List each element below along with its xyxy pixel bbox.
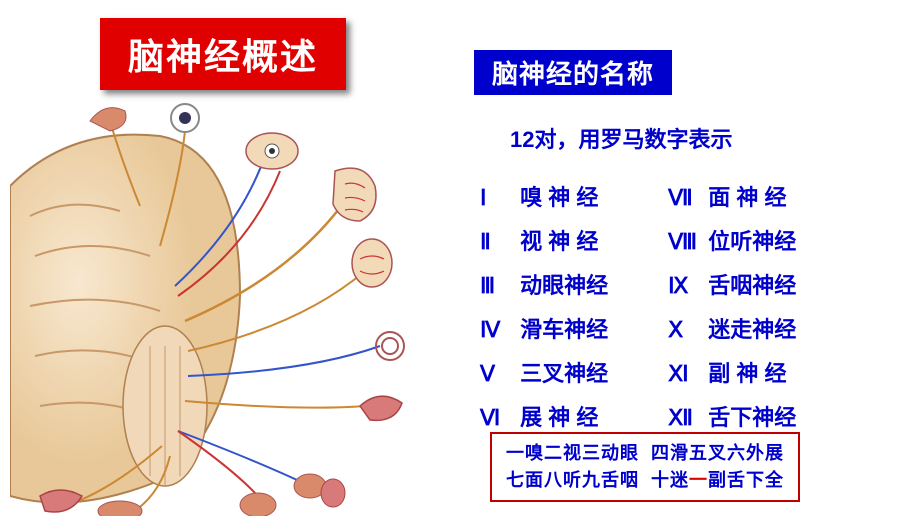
mnemonic-1b: 四滑五叉六外展 (651, 443, 784, 463)
mnemonic-1a: 一嗅二视三动眼 (506, 443, 639, 463)
nerve-item: Ⅷ 位听神经 (668, 224, 796, 256)
roman-numeral: Ⅻ (668, 405, 702, 431)
nerve-name: 视 神 经 (514, 229, 598, 254)
nerve-item: Ⅳ 滑车神经 (480, 312, 608, 344)
mnemonic-2a: 七面八听九舌咽 (506, 470, 639, 490)
nerve-name: 迷走神经 (702, 317, 796, 342)
nerve-name: 舌咽神经 (702, 273, 796, 298)
nerve-item: Ⅰ 嗅 神 经 (480, 180, 608, 212)
roman-numeral: Ⅶ (668, 185, 702, 211)
roman-numeral: Ⅺ (668, 361, 702, 387)
nerve-name: 滑车神经 (514, 317, 608, 342)
roman-numeral: Ⅷ (668, 229, 702, 255)
nerve-item: Ⅸ 舌咽神经 (668, 268, 796, 300)
cranial-nerve-diagram (10, 96, 440, 516)
nerve-item: Ⅶ 面 神 经 (668, 180, 796, 212)
roman-numeral: Ⅰ (480, 185, 514, 211)
roman-numeral: Ⅹ (668, 317, 702, 343)
nerve-name: 三叉神经 (514, 361, 608, 386)
nerve-item: Ⅹ 迷走神经 (668, 312, 796, 344)
roman-numeral: Ⅴ (480, 361, 514, 387)
nerve-name: 舌下神经 (702, 405, 796, 430)
main-title: 脑神经概述 (100, 18, 346, 90)
roman-numeral: Ⅲ (480, 273, 514, 299)
nerve-name: 位听神经 (702, 229, 796, 254)
nerve-item: Ⅲ 动眼神经 (480, 268, 608, 300)
nerve-col-left: Ⅰ 嗅 神 经Ⅱ 视 神 经Ⅲ 动眼神经Ⅳ 滑车神经Ⅴ 三叉神经Ⅵ 展 神 经 (480, 180, 608, 432)
nerve-item: Ⅻ 舌下神经 (668, 400, 796, 432)
subtitle-banner: 脑神经的名称 (474, 50, 672, 95)
mnemonic-2b-pre: 十迷 (651, 470, 689, 490)
nerve-name: 嗅 神 经 (514, 185, 598, 210)
nerve-item: Ⅴ 三叉神经 (480, 356, 608, 388)
nerve-item: Ⅱ 视 神 经 (480, 224, 608, 256)
mnemonic-2b-red: 一 (689, 470, 708, 490)
roman-numeral: Ⅳ (480, 317, 514, 343)
caption-text: 12对，用罗马数字表示 (510, 122, 732, 154)
mnemonic-line-1: 一嗅二视三动眼 四滑五叉六外展 (506, 440, 784, 467)
mnemonic-line-2: 七面八听九舌咽 十迷一副舌下全 (506, 467, 784, 494)
nerve-name: 面 神 经 (702, 185, 786, 210)
mnemonic-box: 一嗅二视三动眼 四滑五叉六外展 七面八听九舌咽 十迷一副舌下全 (490, 432, 800, 502)
nerve-col-right: Ⅶ 面 神 经Ⅷ 位听神经Ⅸ 舌咽神经Ⅹ 迷走神经Ⅺ 副 神 经Ⅻ 舌下神经 (668, 180, 796, 432)
nerve-name: 展 神 经 (514, 405, 598, 430)
nerve-item: Ⅺ 副 神 经 (668, 356, 796, 388)
roman-numeral: Ⅸ (668, 273, 702, 299)
roman-numeral: Ⅱ (480, 229, 514, 255)
nerve-item: Ⅵ 展 神 经 (480, 400, 608, 432)
mnemonic-2b-post: 副舌下全 (708, 470, 784, 490)
nerve-list: Ⅰ 嗅 神 经Ⅱ 视 神 经Ⅲ 动眼神经Ⅳ 滑车神经Ⅴ 三叉神经Ⅵ 展 神 经 … (480, 180, 796, 432)
nerve-name: 副 神 经 (702, 361, 786, 386)
roman-numeral: Ⅵ (480, 405, 514, 431)
nerve-name: 动眼神经 (514, 273, 608, 298)
